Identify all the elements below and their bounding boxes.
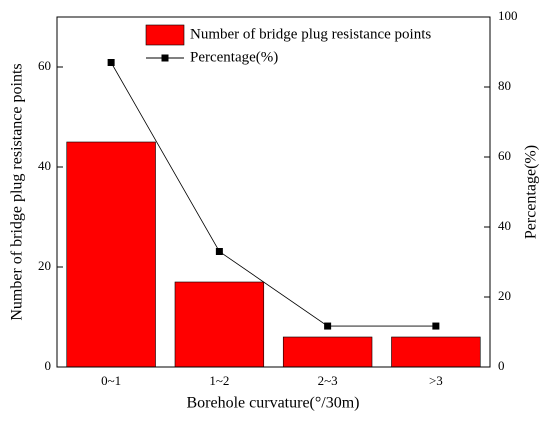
x-tick-label: 0~1 bbox=[101, 373, 121, 388]
point bbox=[215, 248, 223, 255]
point bbox=[324, 322, 332, 330]
legend-swatch bbox=[145, 24, 185, 46]
bar bbox=[174, 281, 265, 368]
y-tick-label: 60 bbox=[38, 58, 51, 73]
plot-frame bbox=[56, 16, 491, 368]
x-tick-label: >3 bbox=[429, 373, 443, 388]
y2-tick-label: 0 bbox=[498, 358, 505, 373]
point bbox=[432, 322, 440, 330]
y-tick-label: 40 bbox=[38, 158, 51, 173]
y2-tick-label: 40 bbox=[498, 218, 511, 233]
y-tick-label: 0 bbox=[45, 358, 52, 373]
legend-label: Percentage(%) bbox=[190, 49, 278, 65]
x-axis-label: Borehole curvature(°/30m) bbox=[187, 395, 360, 412]
y2-axis-label: Percentage(%) bbox=[523, 145, 540, 239]
y2-tick-label: 20 bbox=[498, 288, 511, 303]
y2-tick-label: 100 bbox=[498, 8, 518, 23]
bar bbox=[282, 336, 373, 368]
point bbox=[107, 59, 115, 66]
y-tick-label: 20 bbox=[38, 258, 51, 273]
bar bbox=[66, 141, 156, 368]
y2-tick-label: 60 bbox=[498, 148, 511, 163]
line bbox=[110, 62, 436, 327]
x-tick-label: 2~3 bbox=[318, 373, 338, 388]
legend-swatch bbox=[161, 54, 169, 62]
x-tick-label: 1~2 bbox=[209, 373, 229, 388]
bar bbox=[391, 336, 481, 368]
y-axis-label: Number of bridge plug resistance points bbox=[9, 63, 26, 320]
legend-label: Number of bridge plug resistance points bbox=[190, 26, 431, 42]
y2-tick-label: 80 bbox=[498, 78, 511, 93]
